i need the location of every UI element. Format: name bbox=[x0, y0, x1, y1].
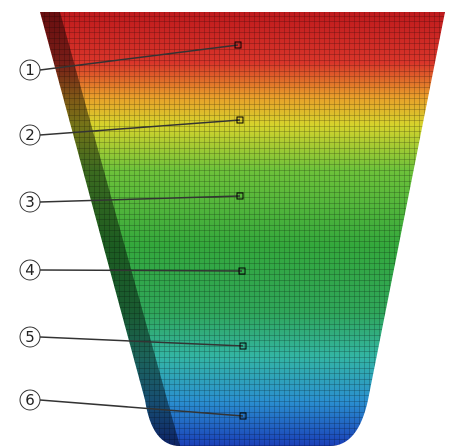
callout-label: 1 bbox=[25, 61, 35, 79]
diagram: 1 2 3 4 5 6 bbox=[0, 0, 465, 446]
callout-label: 4 bbox=[25, 261, 35, 279]
callout-label: 2 bbox=[25, 126, 35, 144]
callout-label: 6 bbox=[25, 391, 35, 409]
callout-label: 3 bbox=[25, 193, 35, 211]
leader-line bbox=[40, 270, 242, 271]
callout-label: 5 bbox=[25, 328, 35, 346]
